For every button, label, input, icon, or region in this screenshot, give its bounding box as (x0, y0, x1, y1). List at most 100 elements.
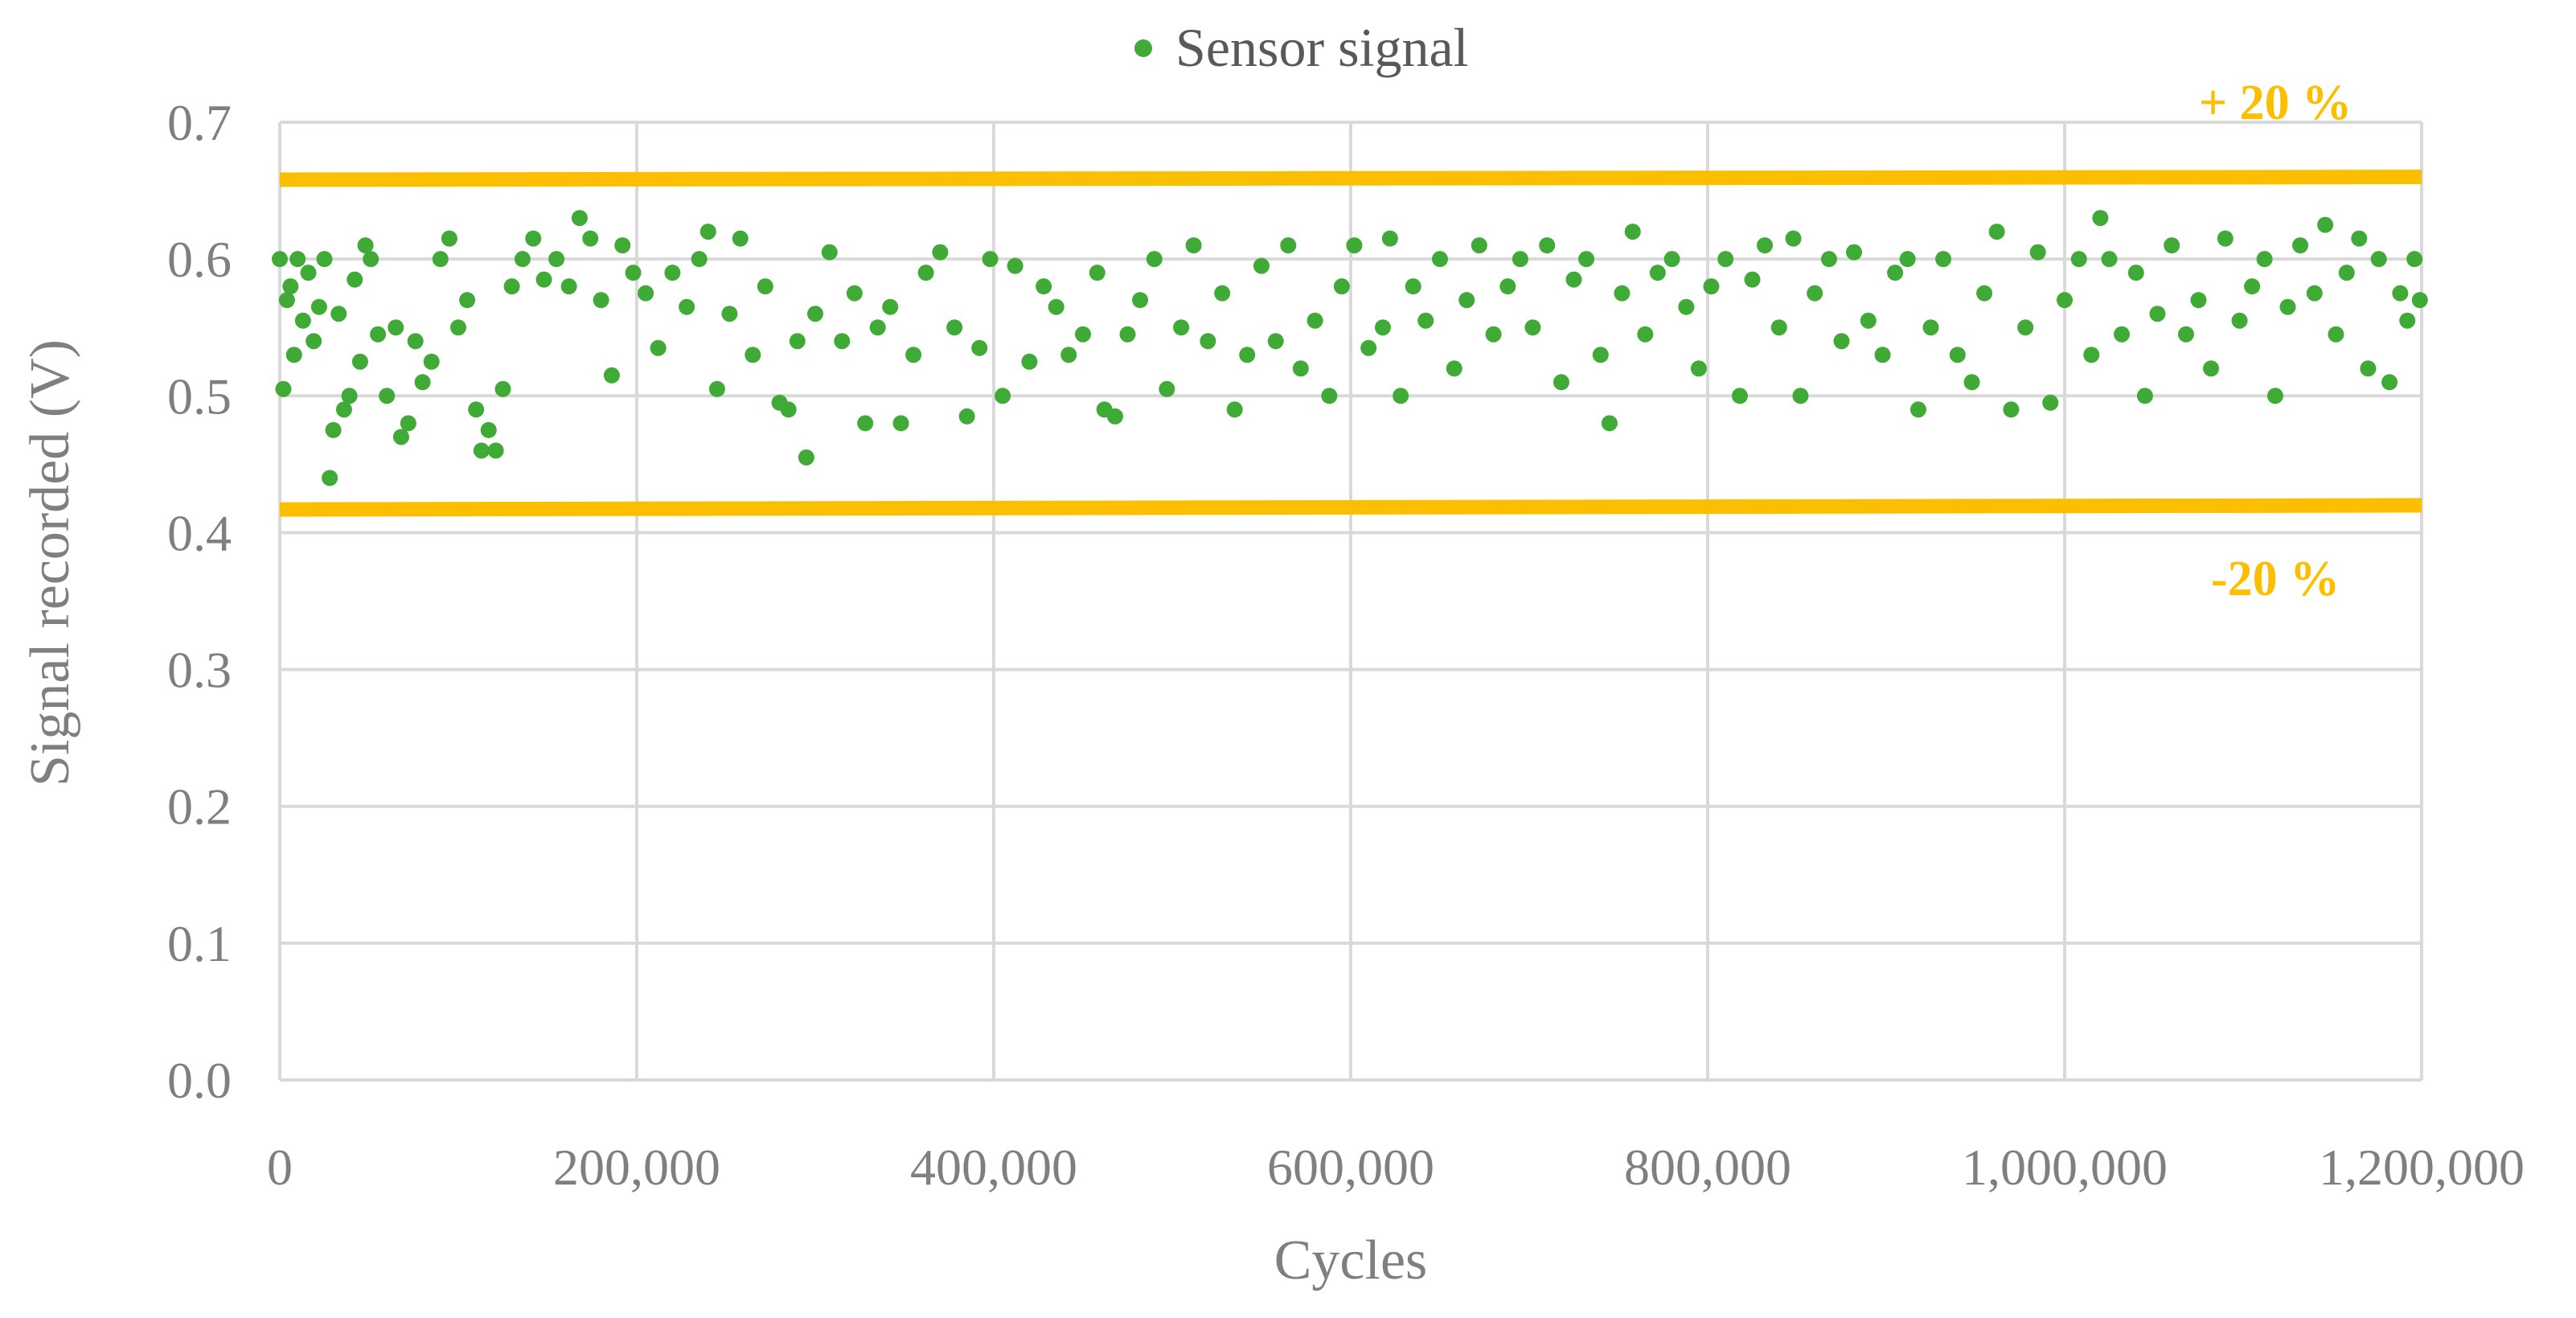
data-point-77 (971, 339, 988, 356)
data-point-31 (459, 292, 476, 309)
data-point-177 (2256, 251, 2273, 268)
data-point-53 (691, 251, 708, 268)
data-point-11 (322, 470, 338, 487)
data-point-23 (392, 429, 409, 445)
data-point-172 (2190, 292, 2207, 309)
legend-label: Sensor signal (1175, 17, 1469, 78)
data-point-93 (1173, 319, 1190, 336)
data-point-7 (300, 265, 317, 281)
data-point-65 (821, 244, 838, 261)
data-point-110 (1393, 388, 1409, 404)
data-point-10 (316, 251, 333, 268)
data-point-113 (1432, 251, 1448, 268)
data-point-189 (2392, 285, 2409, 302)
data-point-56 (721, 306, 738, 322)
x-tick-label-2: 400,000 (910, 1139, 1077, 1196)
y-axis-title: Signal recorded (V) (19, 339, 81, 786)
data-point-37 (503, 278, 520, 295)
data-point-5 (289, 251, 306, 268)
data-point-85 (1075, 326, 1091, 343)
y-tick-label-1: 0.1 (167, 915, 232, 972)
data-point-112 (1417, 312, 1434, 329)
data-point-50 (650, 339, 667, 356)
data-point-160 (2042, 394, 2059, 411)
data-point-126 (1601, 415, 1618, 432)
data-point-55 (708, 380, 725, 397)
data-point-119 (1512, 251, 1528, 268)
data-point-176 (2244, 278, 2261, 295)
data-point-35 (487, 442, 504, 459)
data-point-4 (285, 347, 302, 363)
data-point-89 (1119, 326, 1136, 343)
data-point-101 (1280, 237, 1297, 254)
data-point-180 (2292, 237, 2309, 254)
data-point-76 (958, 408, 975, 425)
data-point-124 (1578, 251, 1595, 268)
data-point-129 (1637, 326, 1654, 343)
data-point-114 (1446, 360, 1462, 377)
data-point-141 (1792, 388, 1809, 404)
data-point-181 (2306, 285, 2323, 302)
data-point-64 (807, 306, 823, 322)
data-point-168 (2136, 388, 2153, 404)
data-point-88 (1106, 408, 1123, 425)
data-point-68 (857, 415, 874, 432)
data-point-130 (1649, 265, 1666, 281)
data-point-137 (1744, 271, 1761, 288)
data-point-128 (1624, 224, 1641, 240)
data-point-140 (1785, 230, 1802, 247)
data-point-3 (282, 278, 299, 295)
data-point-142 (1807, 285, 1823, 302)
data-point-67 (846, 285, 863, 302)
legend: Sensor signal (1134, 17, 1469, 78)
y-tick-label-2: 0.2 (167, 778, 232, 836)
data-point-1 (275, 380, 292, 397)
data-point-147 (1874, 347, 1891, 363)
x-tick-label-4: 800,000 (1624, 1139, 1791, 1196)
data-point-179 (2279, 298, 2296, 315)
data-point-148 (1887, 265, 1904, 281)
sensor-signal-points (272, 210, 2428, 487)
y-tick-label-4: 0.4 (167, 504, 232, 561)
data-point-150 (1909, 401, 1926, 418)
x-tick-label-1: 200,000 (553, 1139, 720, 1196)
data-point-92 (1159, 380, 1175, 397)
data-point-22 (388, 319, 404, 336)
x-tick-label-6: 1,200,000 (2319, 1139, 2525, 1196)
data-point-100 (1267, 333, 1284, 350)
data-point-153 (1949, 347, 1966, 363)
data-point-47 (614, 237, 631, 254)
data-point-102 (1292, 360, 1309, 377)
data-point-70 (882, 298, 899, 315)
data-point-71 (892, 415, 909, 432)
y-tick-labels: 0.0 0.1 0.2 0.3 0.4 0.5 0.6 0.7 (167, 94, 232, 1109)
data-point-109 (1381, 230, 1398, 247)
legend-marker (1134, 39, 1152, 57)
data-point-39 (525, 230, 542, 247)
data-point-175 (2231, 312, 2248, 329)
data-point-178 (2266, 388, 2283, 404)
data-point-166 (2114, 326, 2131, 343)
data-point-105 (1333, 278, 1350, 295)
data-point-146 (1860, 312, 1877, 329)
upper-limit-label: + 20 % (2199, 76, 2352, 130)
data-point-82 (1036, 278, 1052, 295)
data-point-106 (1346, 237, 1363, 254)
data-point-59 (757, 278, 773, 295)
y-tick-label-7: 0.7 (167, 94, 232, 151)
data-point-30 (450, 319, 466, 336)
data-point-38 (514, 251, 531, 268)
data-point-12 (325, 421, 342, 438)
data-point-132 (1678, 298, 1695, 315)
data-point-163 (2083, 347, 2100, 363)
x-tick-label-5: 1,000,000 (1962, 1139, 2168, 1196)
data-point-49 (638, 285, 654, 302)
data-point-158 (2017, 319, 2034, 336)
data-point-78 (982, 251, 999, 268)
data-point-69 (869, 319, 886, 336)
y-tick-label-6: 0.6 (167, 231, 232, 288)
data-point-13 (330, 306, 347, 322)
data-point-174 (2217, 230, 2233, 247)
data-point-91 (1146, 251, 1163, 268)
data-point-149 (1899, 251, 1916, 268)
